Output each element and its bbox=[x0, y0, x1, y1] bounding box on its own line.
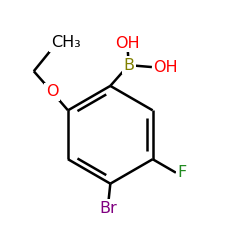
Text: O: O bbox=[46, 84, 58, 100]
Text: OH: OH bbox=[153, 60, 178, 74]
Text: B: B bbox=[123, 58, 134, 72]
Text: OH: OH bbox=[115, 36, 140, 51]
Text: Br: Br bbox=[99, 200, 117, 216]
Text: CH₃: CH₃ bbox=[51, 36, 81, 51]
Text: F: F bbox=[177, 165, 186, 180]
